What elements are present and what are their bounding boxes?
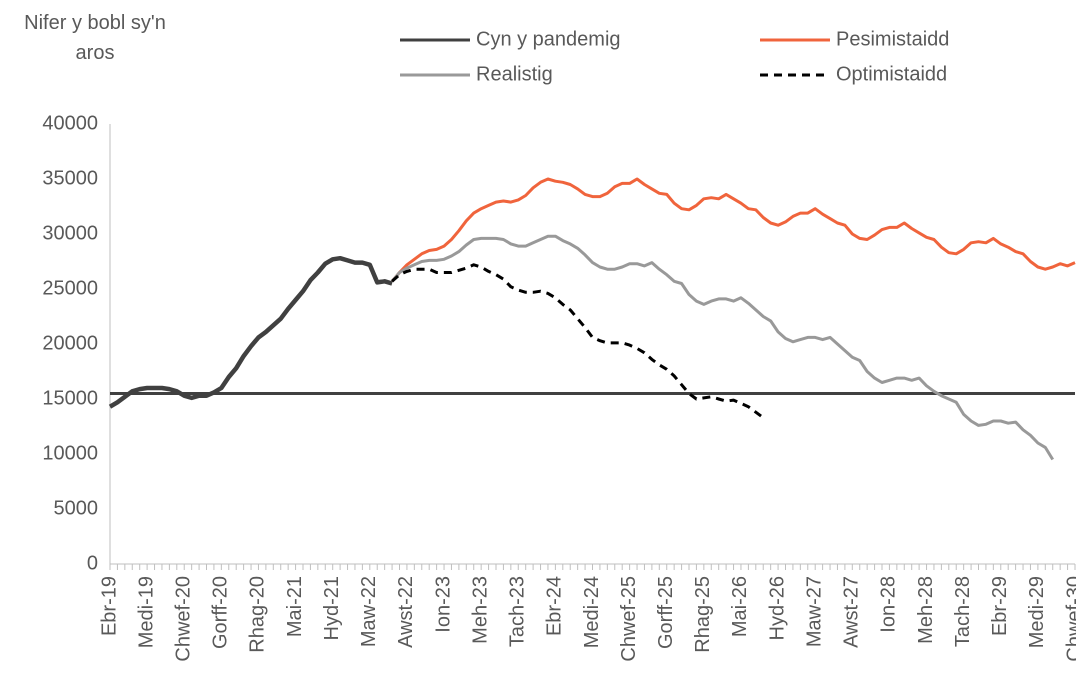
legend-label: Optimistaidd [836, 63, 947, 85]
x-tick-label: Chwef-25 [618, 576, 640, 662]
x-tick-label: Maw-22 [358, 576, 380, 647]
x-tick-label: Medi-24 [581, 576, 603, 648]
series-line [108, 255, 393, 409]
x-tick-label: Maw-27 [803, 576, 825, 647]
x-tick-label: Meh-23 [469, 576, 491, 644]
y-tick-label: 40000 [42, 112, 98, 134]
x-tick-label: Medi-19 [135, 576, 157, 648]
y-tick-label: 5000 [54, 497, 99, 519]
y-tick-label: 10000 [42, 442, 98, 464]
x-tick-label: Awst-22 [395, 576, 417, 648]
x-tick-label: Tach-23 [507, 576, 529, 647]
x-tick-label: Chwef-30 [1063, 576, 1076, 662]
legend-label: Pesimistaidd [836, 28, 949, 50]
y-tick-label: 15000 [42, 387, 98, 409]
y-tick-label: 30000 [42, 222, 98, 244]
x-tick-label: Chwef-20 [173, 576, 195, 662]
x-tick-label: Mai-21 [284, 576, 306, 637]
x-tick-label: Mai-26 [729, 576, 751, 637]
x-tick-label: Rhag-20 [247, 576, 269, 653]
series-line [390, 177, 1076, 283]
x-tick-label: Hyd-21 [321, 576, 343, 640]
x-tick-label: Ion-23 [432, 576, 454, 633]
legend-label: Cyn y pandemig [476, 28, 621, 50]
y-tick-label: 0 [87, 552, 98, 574]
x-tick-label: Gorff-20 [210, 576, 232, 649]
x-tick-label: Awst-27 [841, 576, 863, 648]
x-tick-label: Ion-28 [878, 576, 900, 633]
x-tick-label: Meh-28 [915, 576, 937, 644]
x-tick-label: Gorff-25 [655, 576, 677, 649]
x-tick-label: Medi-29 [1026, 576, 1048, 648]
x-tick-label: Hyd-26 [766, 576, 788, 640]
series-line [390, 234, 1055, 461]
y-tick-label: 25000 [42, 277, 98, 299]
x-tick-label: Tach-28 [952, 576, 974, 647]
x-tick-label: Ebr-19 [98, 576, 120, 636]
y-tick-label: 20000 [42, 332, 98, 354]
x-tick-label: Ebr-24 [544, 576, 566, 636]
y-tick-label: 35000 [42, 167, 98, 189]
legend-label: Realistig [476, 63, 553, 85]
x-tick-label: Rhag-25 [692, 576, 714, 653]
x-tick-label: Ebr-29 [989, 576, 1011, 636]
y-axis-label: Nifer y bobl sy'n aros [24, 12, 166, 64]
